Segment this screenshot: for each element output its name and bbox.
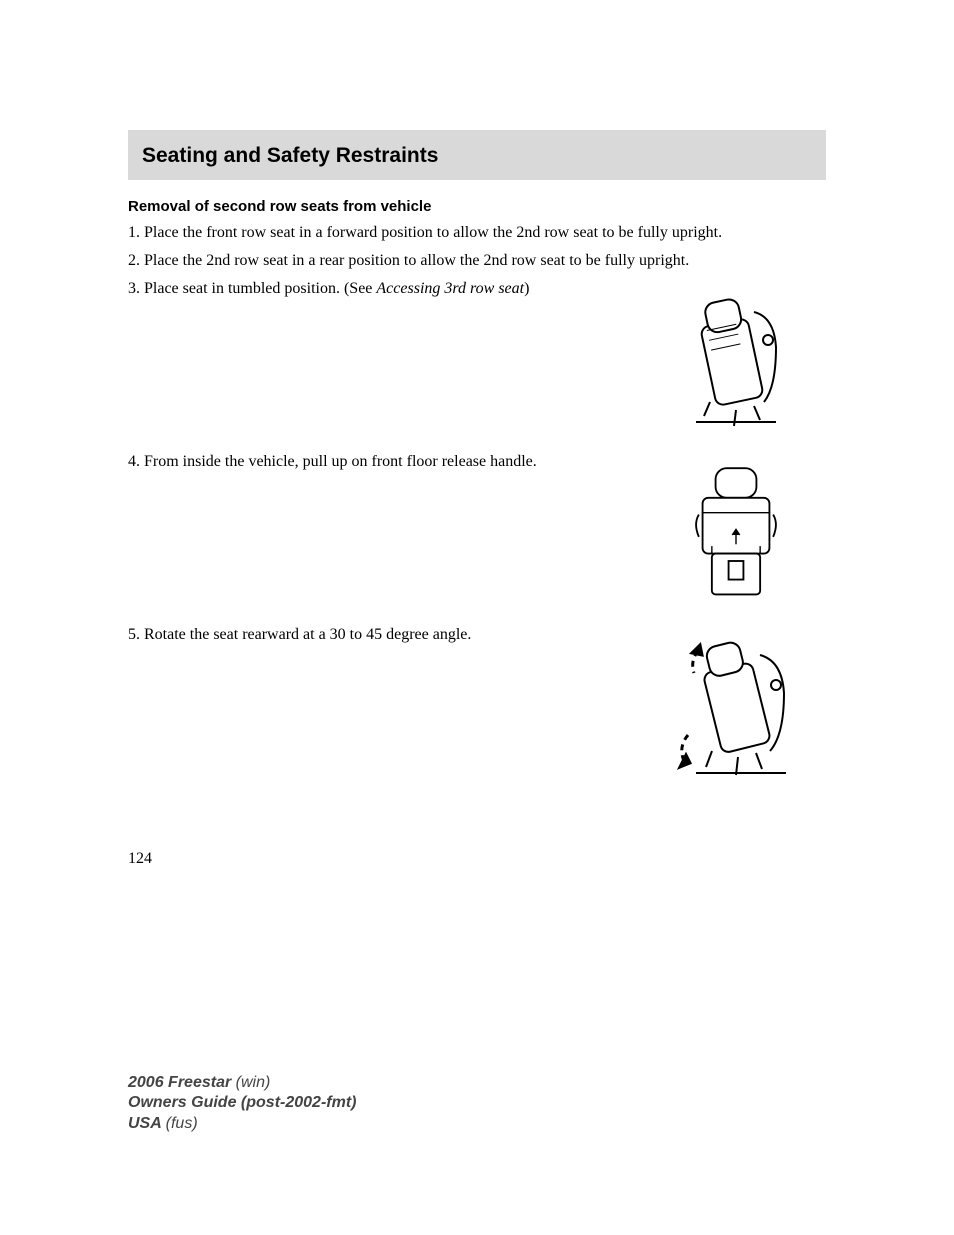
document-page: Seating and Safety Restraints Removal of…	[0, 0, 954, 868]
page-number: 124	[128, 850, 826, 868]
step-2-text: 2. Place the 2nd row seat in a rear posi…	[128, 251, 826, 271]
footer-region: USA	[128, 1115, 166, 1132]
step-1-text: 1. Place the front row seat in a forward…	[128, 223, 826, 243]
footer-code-1: (win)	[236, 1074, 271, 1091]
step-3-row: 3. Place seat in tumbled position. (See …	[128, 279, 826, 444]
step-5-illustration	[646, 625, 826, 790]
step-3-suffix: )	[524, 280, 529, 297]
step-4-text: 4. From inside the vehicle, pull up on f…	[128, 452, 626, 472]
step-5-text: 5. Rotate the seat rearward at a 30 to 4…	[128, 625, 626, 645]
footer-code-2: (fus)	[166, 1115, 198, 1132]
footer-line-2: Owners Guide (post-2002-fmt)	[128, 1093, 356, 1114]
seat-rotate-icon	[656, 623, 816, 793]
step-3-prefix: 3. Place seat in tumbled position. (See	[128, 280, 376, 297]
step-4-illustration	[646, 452, 826, 617]
section-title: Seating and Safety Restraints	[142, 144, 812, 168]
step-3-reference: Accessing 3rd row seat	[376, 280, 524, 297]
seat-underside-icon	[671, 455, 801, 615]
seat-tumbled-icon	[666, 282, 806, 442]
footer-model: 2006 Freestar	[128, 1074, 236, 1091]
footer-block: 2006 Freestar (win) Owners Guide (post-2…	[128, 1073, 356, 1135]
section-header-bar: Seating and Safety Restraints	[128, 130, 826, 180]
step-5-row: 5. Rotate the seat rearward at a 30 to 4…	[128, 625, 826, 790]
step-4-row: 4. From inside the vehicle, pull up on f…	[128, 452, 826, 617]
footer-line-3: USA (fus)	[128, 1114, 356, 1135]
footer-line-1: 2006 Freestar (win)	[128, 1073, 356, 1094]
step-3-text: 3. Place seat in tumbled position. (See …	[128, 279, 626, 299]
step-3-illustration	[646, 279, 826, 444]
subheading: Removal of second row seats from vehicle	[128, 198, 826, 215]
